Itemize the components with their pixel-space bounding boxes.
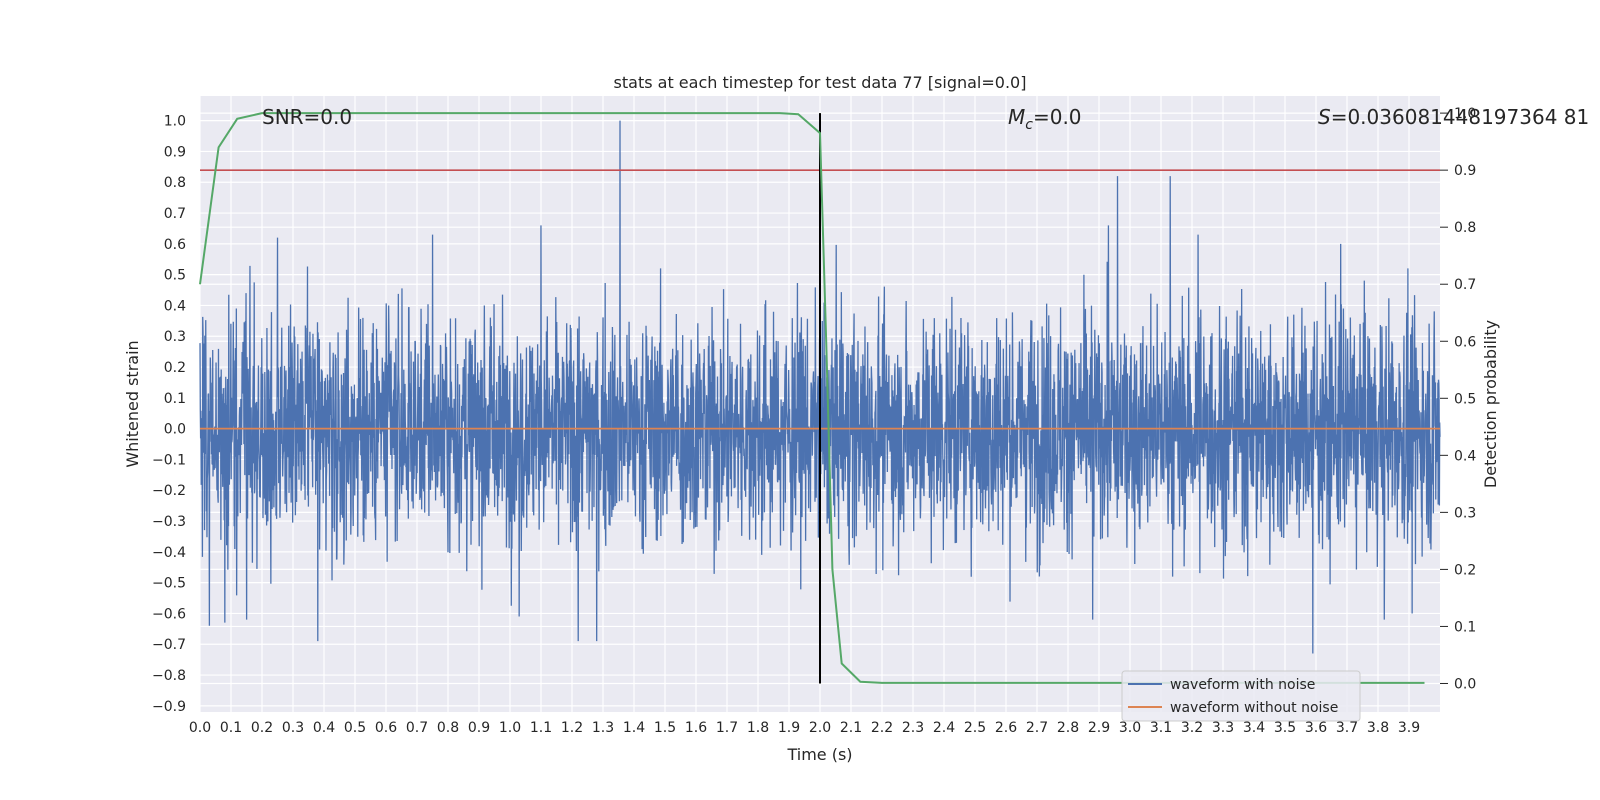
x-tick-label: 2.8 — [1057, 720, 1079, 736]
x-tick-label: 1.1 — [530, 720, 552, 736]
y-tick-label: 0.6 — [164, 237, 186, 253]
x-tick-label: 2.0 — [809, 720, 831, 736]
y2-tick-label: 0.6 — [1454, 334, 1476, 350]
x-tick-label: 2.1 — [840, 720, 862, 736]
y-tick-label: 0.4 — [164, 298, 186, 314]
x-tick-label: 1.9 — [778, 720, 800, 736]
y2-tick-label: 0.3 — [1454, 505, 1476, 521]
y2-tick-label: 0.5 — [1454, 391, 1476, 407]
snr-annotation: SNR=0.0 — [262, 105, 352, 129]
y-tick-label: 0.3 — [164, 329, 186, 345]
x-tick-label: 1.3 — [592, 720, 614, 736]
x-tick-label: 1.6 — [685, 720, 707, 736]
x-tick-label: 0.5 — [344, 720, 366, 736]
x-tick-label: 0.2 — [251, 720, 273, 736]
x-tick-label: 3.1 — [1150, 720, 1172, 736]
x-axis-label: Time (s) — [786, 745, 852, 764]
y2-axis-ticks: 1.0 0.9 0.8 0.7 0.6 0.5 0.4 0.3 0.2 0.1 0.0 — [1440, 106, 1476, 692]
x-tick-label: 3.3 — [1212, 720, 1234, 736]
x-tick-label: 2.3 — [902, 720, 924, 736]
x-tick-label: 2.6 — [995, 720, 1017, 736]
x-tick-label: 3.6 — [1305, 720, 1327, 736]
x-tick-label: 3.4 — [1243, 720, 1265, 736]
x-tick-label: 2.4 — [933, 720, 955, 736]
x-tick-label: 0.4 — [313, 720, 335, 736]
y2-tick-label: 1.0 — [1454, 106, 1476, 122]
x-tick-label: 3.5 — [1274, 720, 1296, 736]
x-tick-label: 3.9 — [1398, 720, 1420, 736]
x-tick-label: 3.0 — [1119, 720, 1141, 736]
y-tick-label: −0.9 — [152, 699, 186, 715]
y2-tick-label: 0.4 — [1454, 448, 1476, 464]
x-tick-label: 0.7 — [406, 720, 428, 736]
y-tick-label: −0.6 — [152, 606, 186, 622]
y-tick-label: −0.1 — [152, 452, 186, 468]
y-tick-label: 0.9 — [164, 144, 186, 160]
y-tick-label: −0.4 — [152, 545, 186, 561]
chart-title: stats at each timestep for test data 77 … — [614, 73, 1027, 92]
y-tick-label: 0.2 — [164, 360, 186, 376]
y2-tick-label: 0.2 — [1454, 562, 1476, 578]
x-tick-label: 0.3 — [282, 720, 304, 736]
plot-area — [199, 112, 1441, 684]
y2-tick-label: 0.9 — [1454, 163, 1476, 179]
y2-tick-label: 0.8 — [1454, 220, 1476, 236]
x-tick-label: 0.0 — [189, 720, 211, 736]
y2-axis-label: Detection probability — [1481, 320, 1500, 488]
mc-annotation: Mc=0.0 — [1008, 105, 1082, 133]
x-tick-label: 2.7 — [1026, 720, 1048, 736]
legend-box — [1121, 670, 1361, 722]
y-tick-label: 0.1 — [164, 391, 186, 407]
y-axis-ticks: 1.0 0.9 0.8 0.7 0.6 0.5 0.4 0.3 0.2 0.1 0.0 −0.1 −0.… — [152, 114, 186, 715]
x-tick-label: 2.9 — [1088, 720, 1110, 736]
x-tick-label: 2.2 — [871, 720, 893, 736]
y-tick-label: −0.8 — [152, 668, 186, 684]
x-tick-label: 1.7 — [716, 720, 738, 736]
y2-tick-label: 0.1 — [1454, 619, 1476, 635]
legend: waveform with noise waveform without noi… — [1121, 670, 1361, 722]
x-tick-label: 1.5 — [654, 720, 676, 736]
y-tick-label: −0.2 — [152, 483, 186, 499]
y-tick-label: −0.7 — [152, 637, 186, 653]
y-tick-label: −0.5 — [152, 576, 186, 592]
series-detection-probability — [199, 112, 1425, 684]
s-annotation: S=0.036081448197364 81 — [1318, 105, 1589, 129]
y-tick-label: 0.7 — [164, 206, 186, 222]
x-tick-label: 1.4 — [623, 720, 645, 736]
x-tick-label: 3.8 — [1367, 720, 1389, 736]
legend-label-clean: waveform without noise — [1170, 700, 1338, 716]
y-tick-label: 0.8 — [164, 175, 186, 191]
x-tick-label: 1.0 — [499, 720, 521, 736]
x-tick-label: 1.2 — [561, 720, 583, 736]
y2-tick-label: 0.7 — [1454, 277, 1476, 293]
x-tick-label: 0.6 — [375, 720, 397, 736]
y-tick-label: 0.0 — [164, 422, 186, 438]
y2-tick-label: 0.0 — [1454, 676, 1476, 692]
legend-label-noise: waveform with noise — [1170, 677, 1315, 693]
x-axis-ticks: 0.0 0.1 0.2 0.3 0.4 0.5 0.6 0.7 0.8 0.9 1.0 1.1 1.2 1… — [189, 720, 1420, 736]
x-tick-label: 0.9 — [468, 720, 490, 736]
x-tick-label: 0.8 — [437, 720, 459, 736]
x-tick-label: 3.2 — [1181, 720, 1203, 736]
x-tick-label: 0.1 — [220, 720, 242, 736]
y-tick-label: 0.5 — [164, 268, 186, 284]
y-axis-label: Whitened strain — [123, 340, 142, 467]
x-tick-label: 2.5 — [964, 720, 986, 736]
x-tick-label: 1.8 — [747, 720, 769, 736]
x-tick-label: 3.7 — [1336, 720, 1358, 736]
y-tick-label: −0.3 — [152, 514, 186, 530]
y-tick-label: 1.0 — [164, 114, 186, 130]
